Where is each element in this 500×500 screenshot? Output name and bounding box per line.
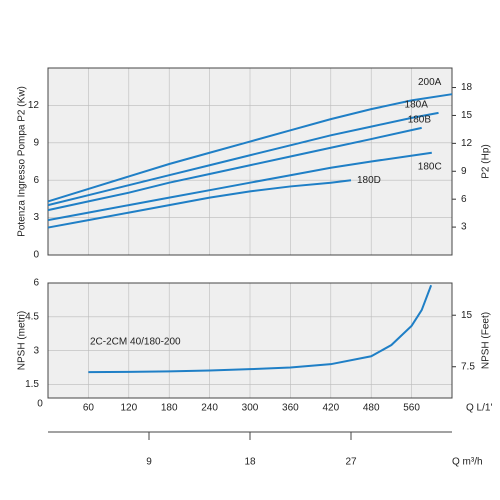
- y2-tick-label: 3: [461, 222, 467, 233]
- curve: [47, 111, 439, 207]
- curve: [47, 151, 432, 222]
- y-tick-label: 1.5: [25, 379, 39, 390]
- y-tick-label: 9: [33, 137, 39, 148]
- y-axis-label: Potenza Ingresso Pompa P2 (Kw): [17, 86, 28, 237]
- curve-label: 180C: [418, 161, 442, 172]
- y-tick-label: 12: [28, 100, 40, 111]
- curve-label: 180D: [357, 175, 381, 186]
- plot-frame: [47, 67, 453, 256]
- x-tick-label: 60: [83, 403, 95, 414]
- plot-frame: [47, 282, 453, 399]
- x2-tick-label: 9: [146, 457, 152, 468]
- x-tick-label: 300: [242, 403, 259, 414]
- x-tick-label: 420: [322, 403, 339, 414]
- y2-tick-label: 12: [461, 138, 473, 149]
- x-tick-label: 480: [363, 403, 380, 414]
- curve-label: 180B: [408, 114, 432, 125]
- x-tick-label: 560: [403, 403, 420, 414]
- curve: [88, 284, 433, 374]
- curve: [47, 179, 352, 229]
- x-tick-label: 0: [37, 399, 43, 410]
- x-tick-label: 120: [120, 403, 137, 414]
- x2-tick-label: 27: [345, 457, 357, 468]
- curve: [47, 93, 453, 203]
- x-tick-label: 240: [201, 403, 218, 414]
- annotation: 2C-2CM 40/180-200: [90, 337, 181, 348]
- y-axis-label: NPSH (metri): [17, 311, 28, 370]
- y-tick-label: 6: [33, 278, 39, 289]
- y-tick-label: 4.5: [25, 311, 39, 322]
- curve-label: 200A: [418, 77, 442, 88]
- x2-tick-label: 18: [244, 457, 256, 468]
- y2-tick-label: 18: [461, 82, 473, 93]
- y2-axis-label: P2 (Hp): [481, 144, 492, 178]
- y2-tick-label: 9: [461, 166, 467, 177]
- x-axis-label: Q L/1': [466, 403, 492, 414]
- y-tick-label: 3: [33, 345, 39, 356]
- y-tick-label: 0: [33, 250, 39, 261]
- y2-tick-label: 15: [461, 110, 473, 121]
- y2-tick-label: 6: [461, 194, 467, 205]
- x-tick-label: 180: [161, 403, 178, 414]
- curve-label: 180A: [405, 100, 429, 111]
- y2-tick-label: 15: [461, 310, 473, 321]
- x-tick-label: 360: [282, 403, 299, 414]
- y2-axis-label: NPSH (Feet): [481, 312, 492, 369]
- y-tick-label: 3: [33, 212, 39, 223]
- y2-tick-label: 7.5: [461, 361, 475, 372]
- y-tick-label: 6: [33, 175, 39, 186]
- curve: [47, 126, 422, 212]
- x2-axis-label: Q m³/h: [452, 457, 483, 468]
